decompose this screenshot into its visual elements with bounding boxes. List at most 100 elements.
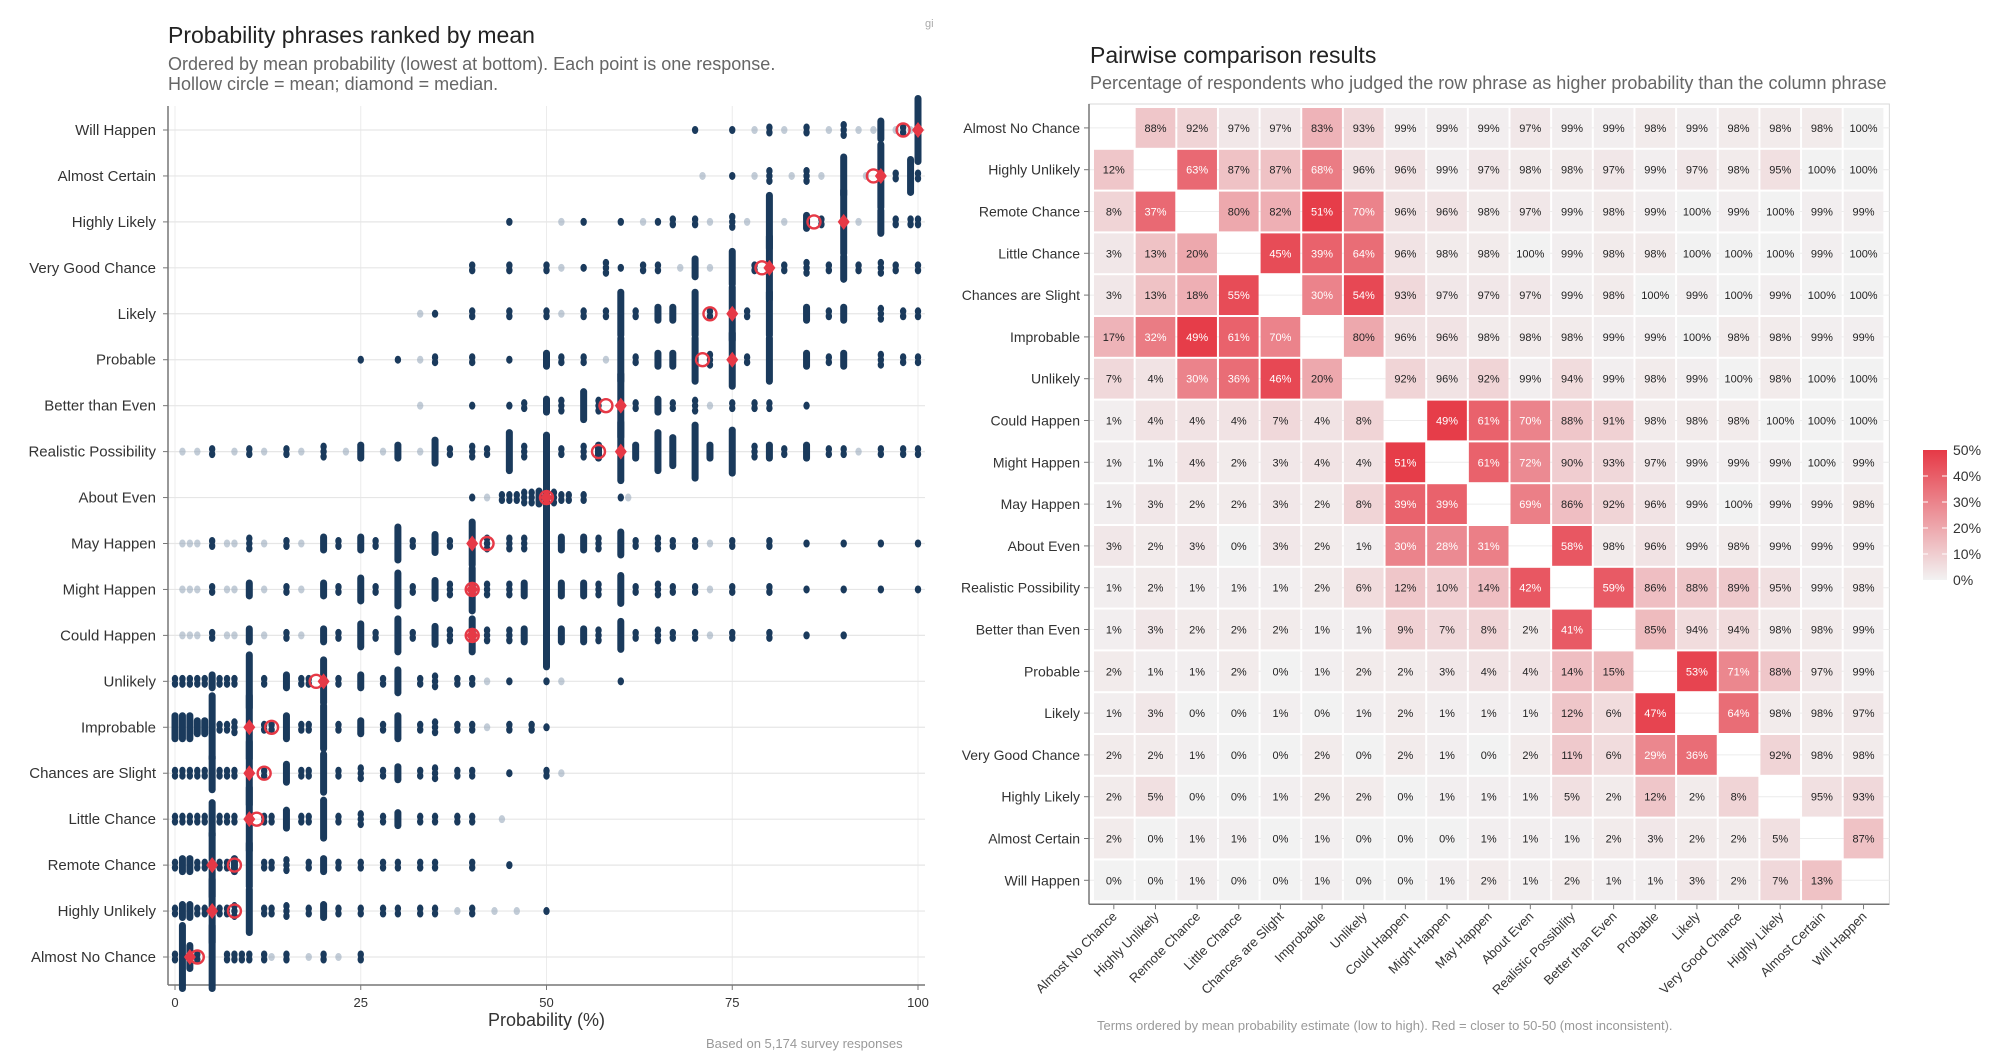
heatmap-cell <box>1760 860 1801 901</box>
mean-circle <box>263 719 280 735</box>
response-point <box>201 817 208 826</box>
response-point <box>216 817 223 826</box>
heatmap-cell-label: 3% <box>1106 290 1122 302</box>
row-label: May Happen <box>1001 496 1080 512</box>
heatmap-cell-label: 97% <box>1644 457 1666 469</box>
response-point <box>379 863 387 872</box>
heatmap-cell-label: 70% <box>1353 207 1375 219</box>
heatmap-cell-label: 51% <box>1311 207 1333 219</box>
heatmap-cell <box>1468 233 1509 274</box>
heatmap-cell-label: 47% <box>1644 708 1666 720</box>
heatmap-cell <box>1552 149 1592 190</box>
response-point <box>171 817 179 826</box>
response-point <box>179 771 186 780</box>
heatmap-cell <box>1177 526 1217 566</box>
heatmap-cell <box>1802 567 1842 608</box>
heatmap-cell-label: 2% <box>1231 457 1247 469</box>
heatmap-cell <box>1843 275 1884 315</box>
heatmap-cell <box>1385 609 1426 650</box>
dotplot-subtitle-line1: Ordered by mean probability (lowest at b… <box>168 54 776 74</box>
heatmap-cell-label: 99% <box>1769 499 1791 511</box>
response-stack <box>580 533 588 554</box>
heatmap-cell <box>1135 818 1176 859</box>
heatmap-cell-label: 99% <box>1644 332 1666 344</box>
response-point <box>803 128 810 137</box>
mean-circle <box>694 352 711 368</box>
response-point <box>372 587 379 596</box>
heatmap-cell <box>1635 818 1676 859</box>
heatmap-cell-label: 12% <box>1394 583 1416 595</box>
response-point <box>394 355 402 364</box>
heatmap-cell-label: 100% <box>1725 374 1753 386</box>
response-point <box>238 955 246 964</box>
y-tick-label: May Happen <box>71 536 156 553</box>
heatmap-cell <box>1094 609 1134 650</box>
heatmap-cell-label: 100% <box>1766 416 1794 428</box>
response-point <box>766 404 773 413</box>
mean-circle <box>895 122 911 138</box>
heatmap-cell <box>1302 358 1342 399</box>
heatmap-cell-label: 3% <box>1647 834 1663 846</box>
heatmap-cell-label: 3% <box>1272 457 1288 469</box>
heatmap-cell-label: 58% <box>1561 541 1583 553</box>
heatmap-cell-label: 0% <box>1397 792 1413 804</box>
response-point <box>305 863 312 872</box>
heatmap-cell <box>1635 191 1676 232</box>
heatmap-cell <box>1510 317 1551 357</box>
response-point <box>788 171 795 180</box>
response-point <box>506 861 513 870</box>
response-point <box>208 450 216 459</box>
heatmap-cell <box>1843 609 1884 650</box>
heatmap-cell-label: 0% <box>1148 834 1164 846</box>
response-point <box>632 312 639 321</box>
heatmap-cell <box>1802 149 1842 190</box>
heatmap-cell <box>1593 442 1634 483</box>
heatmap-cell-label: 98% <box>1644 248 1666 260</box>
response-stack <box>208 671 216 692</box>
heatmap-cell-label: 87% <box>1228 165 1250 177</box>
response-point <box>914 358 922 367</box>
response-point <box>335 542 342 550</box>
response-point <box>372 542 379 550</box>
median-diamond <box>206 903 219 920</box>
heatmap-cell <box>1802 358 1842 399</box>
response-stack <box>654 349 662 370</box>
heatmap-cell-label: 1% <box>1106 416 1122 428</box>
heatmap-cell <box>1468 735 1509 775</box>
heatmap-cell-label: 100% <box>1808 165 1836 177</box>
heatmap-cell-label: 92% <box>1478 374 1500 386</box>
response-point <box>268 725 275 734</box>
heatmap-cell <box>1135 108 1176 148</box>
heatmap-cell-label: 97% <box>1519 290 1541 302</box>
response-stack <box>186 855 194 876</box>
response-point <box>186 539 194 548</box>
heatmap-cell <box>1385 149 1426 190</box>
heatmap-cell <box>1135 442 1176 483</box>
response-point <box>231 585 238 594</box>
response-point <box>231 771 238 780</box>
heatmap-cell-label: 2% <box>1106 666 1122 678</box>
heatmap-cell-label: 59% <box>1603 583 1625 595</box>
response-point <box>357 355 364 364</box>
response-stack <box>357 533 365 554</box>
response-point <box>855 126 862 134</box>
y-tick-label: Remote Chance <box>48 857 156 874</box>
heatmap-cell-label: 2% <box>1356 666 1372 678</box>
heatmap-cell-label: 1% <box>1106 583 1122 595</box>
heatmap-cell <box>1677 651 1717 692</box>
response-stack <box>394 523 402 564</box>
heatmap-cell-label: 100% <box>1849 416 1877 428</box>
heatmap-cell <box>1260 860 1301 901</box>
response-point <box>558 406 565 415</box>
heatmap-cell <box>1427 651 1467 692</box>
response-point <box>416 679 424 688</box>
mean-circle <box>865 168 882 184</box>
heatmap-cell-label: 99% <box>1603 332 1625 344</box>
response-stack <box>357 574 365 605</box>
response-point <box>729 126 736 134</box>
heatmap-cell-label: 2% <box>1689 834 1705 846</box>
heatmap-cell-label: 30% <box>1186 374 1208 386</box>
heatmap-cell <box>1718 108 1759 148</box>
heatmap-cell <box>1135 275 1176 315</box>
response-point <box>320 452 327 461</box>
